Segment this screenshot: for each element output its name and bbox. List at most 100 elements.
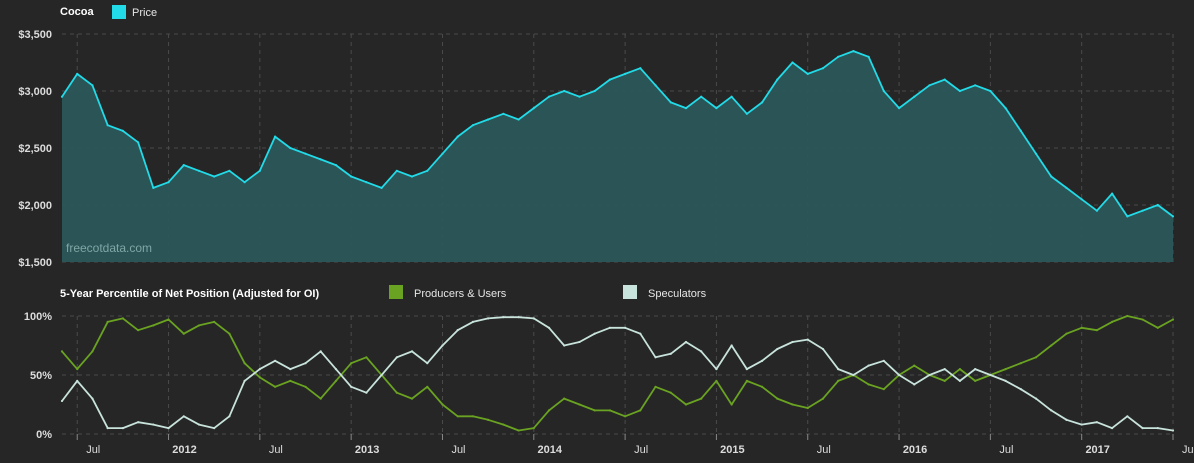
producers-users-point [517, 429, 520, 432]
y-tick-label: $1,500 [18, 257, 52, 269]
speculators-point [715, 368, 718, 371]
producers-users-point [760, 385, 764, 388]
x-tick-label: Jul [999, 444, 1013, 456]
speculators-point [958, 379, 962, 382]
price-point [60, 95, 64, 98]
speculators-point [471, 320, 475, 323]
speculators-point [700, 350, 703, 353]
producers-users-point [410, 397, 414, 400]
price-point [152, 186, 155, 189]
speculators-point [258, 368, 261, 371]
speculators-point [76, 379, 79, 382]
producers-users-point [745, 379, 748, 382]
speculators-point [669, 352, 672, 355]
producers-users-point [669, 391, 672, 394]
price-point [243, 181, 246, 184]
x-tick-label: Jul [86, 444, 100, 456]
speculators-point [1034, 397, 1038, 400]
speculators-point [197, 423, 201, 426]
producers-users-point [791, 403, 794, 406]
price-point [410, 175, 414, 178]
price-point [289, 146, 292, 150]
speculators-point [395, 356, 398, 359]
speculators-point [441, 344, 444, 347]
price-point [517, 118, 520, 121]
speculators-series-line [61, 316, 1174, 432]
y-tick-label: 50% [30, 370, 52, 382]
speculators-point [152, 423, 155, 426]
producers-users-point [395, 391, 398, 394]
producers-users-point [426, 385, 429, 388]
producers-users-point [974, 379, 977, 382]
y-tick-label: 0% [36, 429, 52, 441]
speculators-point [745, 368, 748, 371]
price-point [1080, 198, 1083, 201]
speculators-point [350, 385, 353, 388]
producers-users-point [715, 379, 718, 382]
price-point [106, 124, 109, 127]
producers-users-point [1034, 356, 1038, 359]
producers-users-point [1095, 329, 1099, 332]
price-point [76, 72, 79, 75]
speculators-point [639, 332, 642, 335]
price-point [487, 118, 490, 121]
speculators-point [776, 347, 779, 351]
producers-users-point [304, 385, 307, 388]
speculators-point [837, 368, 840, 371]
producers-legend-swatch[interactable] [389, 285, 403, 299]
price-point [624, 72, 627, 75]
producers-users-point [319, 397, 322, 400]
producers-users-point [350, 362, 353, 365]
speculators-legend-label[interactable]: Speculators [648, 288, 707, 300]
producers-users-point [1156, 326, 1159, 329]
speculators-point [928, 373, 931, 377]
speculators-point [547, 326, 551, 329]
producers-users-point [837, 379, 840, 382]
producers-users-point [593, 409, 596, 412]
producers-users-point [76, 368, 79, 371]
producers-users-point [1141, 318, 1144, 321]
price-legend-swatch[interactable] [112, 5, 126, 19]
speculators-point [943, 368, 946, 371]
y-tick-label: 100% [24, 311, 52, 323]
producers-users-point [943, 379, 946, 382]
producers-users-point [700, 397, 703, 400]
producers-users-point [1019, 362, 1022, 365]
speculators-legend-swatch[interactable] [623, 285, 637, 299]
price-point [715, 107, 718, 110]
watermark: freecotdata.com [66, 241, 153, 255]
price-area-fill [62, 51, 1173, 262]
price-point [441, 152, 444, 155]
speculators-point [532, 317, 535, 320]
price-point [760, 101, 764, 104]
x-tick-label: 2015 [720, 444, 744, 456]
price-point [608, 78, 611, 81]
producers-users-point [1111, 320, 1114, 323]
speculators-point [821, 347, 825, 351]
y-tick-label: $2,500 [18, 143, 52, 155]
price-point [182, 164, 185, 167]
price-point [228, 169, 231, 172]
speculators-point [1095, 421, 1099, 424]
producers-users-point [136, 329, 140, 332]
speculators-point [243, 379, 246, 382]
price-point [913, 95, 916, 98]
price-point [1141, 209, 1144, 212]
price-point [806, 72, 809, 75]
speculators-point [974, 368, 977, 371]
price-point [273, 135, 277, 138]
price-legend-label[interactable]: Price [132, 7, 158, 19]
producers-legend-label[interactable]: Producers & Users [414, 288, 507, 300]
speculators-point [1171, 429, 1175, 432]
speculators-point [213, 427, 216, 430]
price-point [213, 175, 216, 178]
speculators-point [684, 340, 688, 344]
producers-users-point [1050, 344, 1053, 347]
speculators-point [1019, 388, 1022, 391]
producers-users-point [867, 383, 870, 386]
price-point [882, 89, 885, 93]
speculators-point [319, 350, 322, 353]
speculators-point [273, 359, 277, 362]
speculators-point [456, 329, 459, 332]
speculators-point [1156, 427, 1159, 430]
